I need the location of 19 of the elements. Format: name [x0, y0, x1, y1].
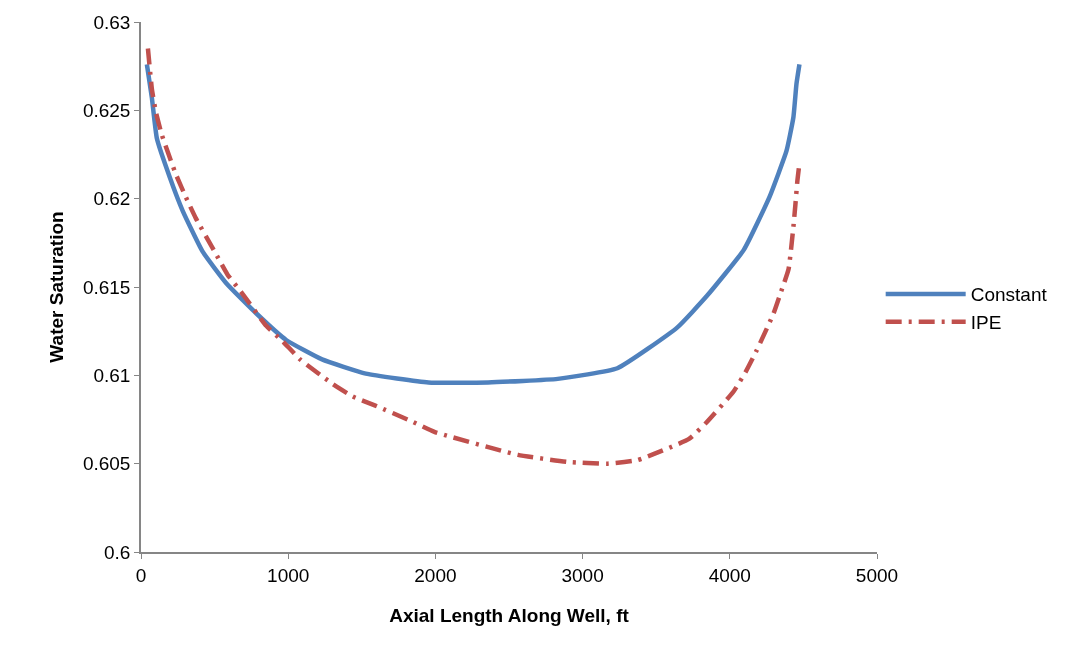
x-tick-label: 1000 — [267, 564, 310, 586]
line-series — [145, 46, 802, 466]
y-tick-label: 0.62 — [93, 188, 131, 210]
x-tick-label: 5000 — [855, 564, 899, 586]
x-tick-label: 2000 — [414, 564, 457, 586]
y-axis-title: Water Saturation — [46, 211, 68, 363]
y-tick-label: 0.63 — [93, 11, 131, 33]
legend-label: IPE — [970, 312, 1002, 334]
x-tick-label: 3000 — [561, 564, 604, 586]
x-axis-title: Axial Length Along Well, ft — [389, 604, 630, 626]
y-tick-label: 0.61 — [93, 364, 131, 386]
y-tick-label: 0.625 — [82, 99, 131, 121]
y-tick-label: 0.605 — [82, 453, 131, 475]
y-tick-label: 0.615 — [82, 276, 131, 298]
line-series — [144, 62, 802, 385]
x-tick-label: 4000 — [708, 564, 751, 586]
x-tick-label: 0 — [135, 564, 147, 586]
legend-label: Constant — [970, 284, 1048, 306]
y-tick-label: 0.6 — [104, 541, 131, 563]
